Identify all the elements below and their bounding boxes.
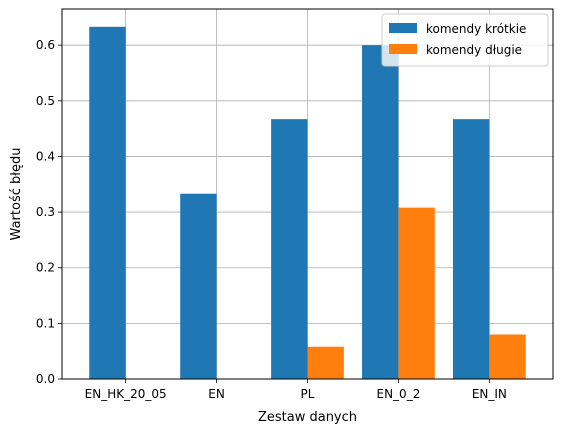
x-tick-label: EN_0_2 (377, 387, 421, 401)
bar-series-1-PL (271, 119, 308, 380)
x-tick-label: EN_IN (472, 387, 507, 401)
bar-series-1-EN (180, 193, 217, 379)
x-tick-label: EN (208, 387, 225, 401)
bar-series-1-EN_IN (452, 119, 490, 380)
bar-series-1-EN_HK_20_05 (89, 26, 126, 380)
y-tick-label: 0.6 (36, 38, 55, 52)
legend-swatch-series-1 (389, 23, 417, 33)
bars (89, 26, 526, 380)
bar-series-2-PL (307, 346, 344, 379)
legend-label-series-2: komendy długie (426, 43, 522, 57)
x-tick-label: PL (301, 387, 315, 401)
x-axis-ticks: EN_HK_20_05 EN PL EN_0_2 EN_IN (85, 379, 507, 401)
y-tick-label: 0.4 (36, 149, 55, 163)
bar-series-2-EN_0_2 (398, 207, 435, 379)
legend-swatch-series-2 (389, 44, 417, 54)
bar-series-1-EN_0_2 (362, 45, 399, 380)
y-tick-label: 0.3 (36, 205, 55, 219)
x-tick-label: EN_HK_20_05 (85, 387, 167, 401)
y-tick-label: 0.0 (36, 372, 55, 386)
y-tick-label: 0.2 (36, 261, 55, 275)
y-tick-label: 0.1 (36, 316, 55, 330)
legend-box (381, 13, 549, 67)
y-axis-ticks: 0.0 0.1 0.2 0.3 0.4 0.5 0.6 (36, 38, 62, 386)
x-axis-label: Zestaw danych (258, 410, 357, 425)
bar-series-2-EN_IN (489, 334, 526, 379)
legend: komendy krótkie komendy długie (381, 13, 549, 67)
y-axis-label: Wartość błędu (9, 148, 24, 241)
legend-label-series-1: komendy krótkie (426, 22, 526, 36)
y-tick-label: 0.5 (36, 94, 55, 108)
